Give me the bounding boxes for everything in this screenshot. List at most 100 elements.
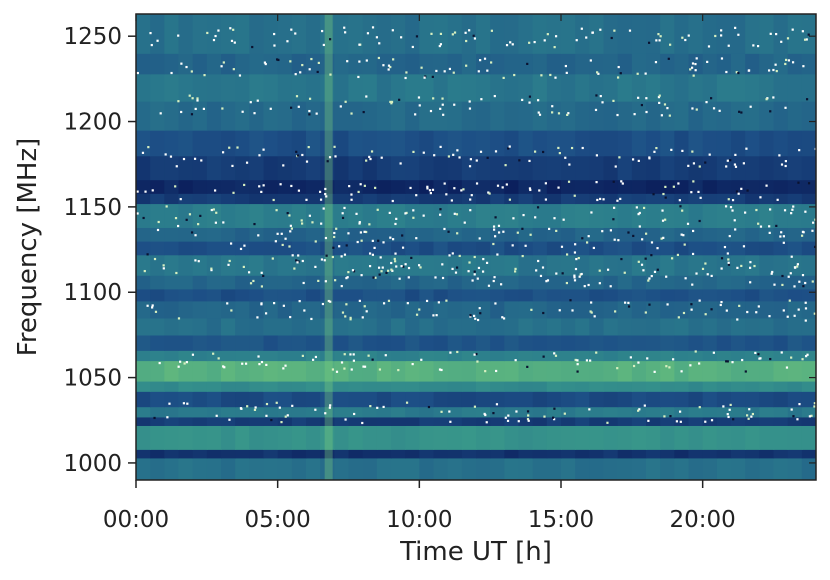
rfi-dot: [156, 39, 159, 42]
rfi-dot: [389, 65, 392, 69]
heatmap-cell: [646, 288, 661, 302]
rfi-dot: [813, 405, 816, 408]
heatmap-cell: [589, 254, 605, 276]
rfi-dot: [741, 358, 744, 362]
heatmap-cell: [546, 254, 562, 276]
rfi-dot: [612, 99, 615, 102]
rfi-dot: [804, 319, 807, 322]
rfi-dot: [331, 368, 335, 371]
rfi-dot: [136, 212, 139, 215]
heatmap-cell: [221, 449, 236, 459]
heatmap-cell: [461, 14, 477, 54]
heatmap-cell: [221, 391, 236, 408]
heatmap-cell: [603, 14, 619, 54]
rfi-dot: [606, 268, 610, 271]
heatmap-cell: [235, 227, 250, 242]
heatmap-cell: [419, 275, 435, 290]
rfi-dot: [440, 368, 443, 372]
heatmap-cell: [178, 288, 194, 302]
heatmap-cell: [164, 381, 180, 392]
rfi-dot: [465, 64, 468, 67]
heatmap-cell: [688, 241, 704, 256]
rfi-dot: [425, 299, 429, 303]
heatmap-cell: [631, 317, 647, 336]
y-tick-label: 1200: [63, 110, 122, 136]
rfi-dot: [380, 156, 383, 159]
heatmap-cell: [433, 300, 449, 319]
heatmap-cell: [263, 53, 279, 75]
heatmap-cell: [716, 227, 732, 242]
heatmap-cell: [532, 155, 548, 181]
heatmap-cell: [504, 334, 520, 351]
heatmap-cell: [702, 53, 718, 75]
heatmap-cell: [164, 14, 180, 54]
heatmap-cell: [688, 317, 704, 336]
rfi-dot: [727, 44, 730, 47]
rfi-dot: [648, 157, 651, 160]
rfi-dot: [153, 416, 156, 420]
heatmap-cell: [277, 288, 293, 302]
rfi-dot: [759, 225, 763, 228]
heatmap-cell: [660, 300, 675, 319]
rfi-dot: [397, 369, 400, 372]
heatmap-cell: [490, 406, 505, 418]
heatmap-cell: [433, 130, 449, 157]
rfi-dot: [360, 239, 363, 242]
heatmap-cell: [192, 193, 208, 205]
heatmap-cell: [362, 391, 378, 408]
heatmap-cell: [532, 203, 548, 228]
rfi-dot: [324, 236, 328, 240]
heatmap-cell: [731, 391, 746, 408]
rfi-dot: [598, 282, 601, 285]
rfi-dot: [528, 101, 531, 104]
rfi-dot: [738, 110, 741, 113]
rfi-dot: [324, 412, 327, 415]
heatmap-cell: [136, 241, 151, 256]
rfi-dot: [280, 232, 283, 235]
heatmap-cell: [801, 449, 816, 459]
heatmap-cell: [603, 425, 619, 450]
heatmap-cell: [263, 334, 279, 351]
y-axis-title: Frequency [MHz]: [13, 138, 43, 357]
heatmap-cell: [419, 334, 435, 351]
rfi-dot: [333, 231, 336, 235]
rfi-dot: [744, 370, 747, 373]
heatmap-cell: [178, 203, 194, 228]
heatmap-cell: [150, 254, 165, 276]
heatmap-cell: [362, 350, 378, 362]
heatmap-cell: [334, 391, 350, 408]
heatmap-cell: [631, 457, 647, 480]
heatmap-cell: [731, 101, 746, 131]
rfi-dot: [458, 254, 461, 258]
heatmap-cell: [433, 275, 449, 290]
heatmap-cell: [787, 350, 803, 362]
heatmap-cell: [178, 53, 194, 75]
rfi-dot: [664, 196, 667, 199]
heatmap-cell: [419, 254, 435, 276]
heatmap-cell: [362, 416, 378, 426]
heatmap-cell: [433, 288, 449, 302]
heatmap-cell: [249, 203, 265, 228]
heatmap-cell: [546, 155, 562, 181]
heatmap-cell: [787, 288, 803, 302]
rfi-dot: [735, 190, 739, 193]
rfi-dot: [279, 183, 282, 186]
rfi-dot: [727, 415, 730, 419]
heatmap-cell: [561, 53, 576, 75]
heatmap-cell: [631, 406, 647, 418]
heatmap-cell: [405, 193, 420, 205]
heatmap-cell: [787, 101, 803, 131]
heatmap-cell: [617, 241, 633, 256]
heatmap-cell: [306, 334, 321, 351]
rfi-dot: [653, 150, 656, 153]
rfi-dot: [712, 351, 715, 354]
rfi-dot: [752, 44, 755, 47]
heatmap-cell: [249, 53, 265, 75]
rfi-dot: [723, 245, 727, 249]
rfi-dot: [620, 180, 623, 183]
heatmap-cell: [773, 193, 789, 205]
heatmap-cell: [702, 130, 718, 157]
heatmap-cell: [773, 350, 789, 362]
heatmap-cell: [136, 381, 151, 392]
heatmap-cell: [589, 288, 605, 302]
